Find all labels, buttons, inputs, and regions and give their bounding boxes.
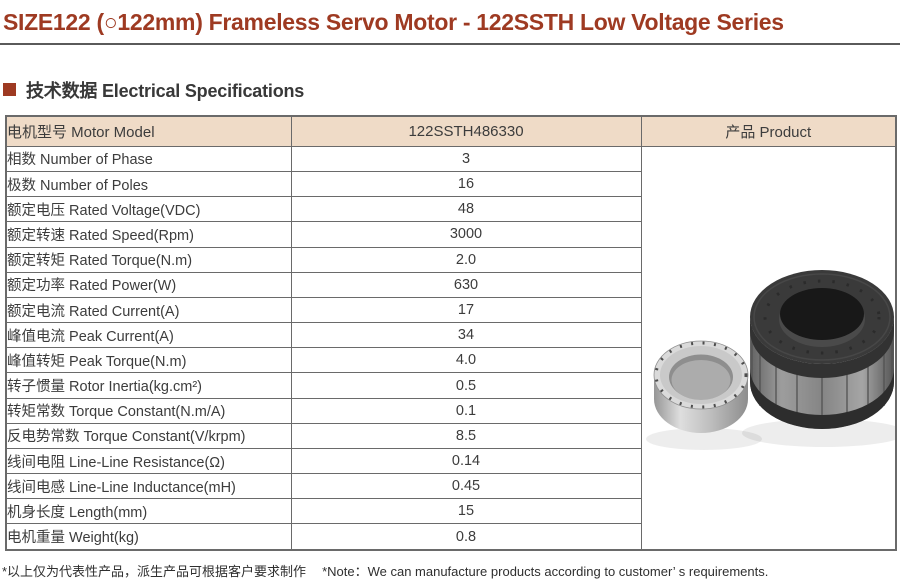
row-label-cell: 反电势常数 Torque Constant(V/krpm) bbox=[5, 422, 292, 449]
row-value-cell: 34 bbox=[290, 322, 642, 349]
row-value-cell: 630 bbox=[290, 271, 642, 298]
row-value-cell: 15 bbox=[290, 498, 642, 525]
table-row: 反电势常数 Torque Constant(V/krpm) 8.5 bbox=[5, 422, 896, 449]
row-value-cell: 2.0 bbox=[290, 246, 642, 273]
table-row: 额定转速 Rated Speed(Rpm) 3000 bbox=[5, 221, 896, 248]
table-row: 转子惯量 Rotor Inertia(kg.cm²) 0.5 bbox=[5, 372, 896, 399]
row-label-cell: 线间电阻 Line-Line Resistance(Ω) bbox=[5, 447, 292, 475]
row-value-cell: 0.45 bbox=[290, 473, 642, 500]
row-value-cell: 3000 bbox=[290, 221, 642, 248]
row-label-cell: 转矩常数 Torque Constant(N.m/A) bbox=[5, 397, 292, 424]
table-row: 额定功率 Rated Power(W) 630 bbox=[5, 271, 896, 298]
row-value-cell: 0.8 bbox=[290, 523, 642, 551]
section-header: 技术数据 Electrical Specifications bbox=[3, 77, 900, 103]
row-label-cell: 额定电压 Rated Voltage(VDC) bbox=[5, 196, 292, 223]
title-divider bbox=[0, 42, 900, 45]
row-label-cell: 相数 Number of Phase bbox=[5, 145, 292, 173]
footnote: *以上仅为代表性产品，派生产品可根据客户要求制作 *Note：We can ma… bbox=[2, 561, 900, 580]
row-value-cell: 3 bbox=[290, 145, 642, 173]
table-row: 峰值转矩 Peak Torque(N.m) 4.0 bbox=[5, 347, 896, 374]
table-row: 额定电压 Rated Voltage(VDC) 48 bbox=[5, 196, 896, 223]
table-row: 相数 Number of Phase 3 bbox=[5, 145, 897, 551]
row-value-cell: 0.1 bbox=[290, 397, 642, 424]
table-row: 额定电流 Rated Current(A) 17 bbox=[5, 296, 896, 324]
row-label-cell: 线间电感 Line-Line Inductance(mH) bbox=[5, 473, 292, 500]
row-label-cell: 额定功率 Rated Power(W) bbox=[5, 271, 292, 298]
row-value-cell: 48 bbox=[290, 196, 642, 223]
row-value-cell: 4.0 bbox=[290, 347, 642, 374]
header-motor-model: 电机型号 Motor Model bbox=[5, 115, 292, 147]
row-label-cell: 电机重量 Weight(kg) bbox=[5, 523, 292, 551]
row-value-cell: 8.5 bbox=[290, 422, 642, 449]
row-label-cell: 极数 Number of Poles bbox=[5, 171, 292, 198]
electrical-specs-table: 电机型号 Motor Model 122SSTH486330 产品 Produc… bbox=[5, 114, 897, 551]
row-value-cell: 16 bbox=[290, 171, 642, 198]
row-label-cell: 峰值转矩 Peak Torque(N.m) bbox=[5, 347, 292, 374]
table-row: 转矩常数 Torque Constant(N.m/A) 0.1 bbox=[5, 397, 896, 424]
stator-ring-image bbox=[749, 269, 894, 429]
table-header-row: 电机型号 Motor Model 122SSTH486330 产品 Produc… bbox=[5, 115, 897, 147]
row-value-cell: 0.14 bbox=[290, 447, 642, 475]
table-row: 电机重量 Weight(kg) 0.8 bbox=[5, 523, 896, 551]
row-label-cell: 额定转速 Rated Speed(Rpm) bbox=[5, 221, 292, 248]
table-row: 机身长度 Length(mm) 15 bbox=[5, 498, 896, 525]
rotor-ring-image bbox=[653, 340, 748, 433]
product-photo bbox=[645, 269, 895, 450]
row-label-cell: 转子惯量 Rotor Inertia(kg.cm²) bbox=[5, 372, 292, 399]
section-bullet-icon bbox=[3, 83, 16, 97]
row-label-cell: 峰值电流 Peak Current(A) bbox=[5, 322, 292, 349]
row-value-cell: 17 bbox=[290, 296, 642, 324]
product-photo-cell bbox=[640, 145, 897, 551]
footnote-english: *Note：We can manufacture products accord… bbox=[322, 563, 769, 579]
table-row: 极数 Number of Poles 16 bbox=[5, 171, 896, 198]
section-title: 技术数据 Electrical Specifications bbox=[26, 80, 305, 101]
header-model-number: 122SSTH486330 bbox=[290, 115, 642, 147]
header-product: 产品 Product bbox=[640, 115, 897, 147]
row-label-cell: 额定电流 Rated Current(A) bbox=[5, 296, 292, 324]
footnote-chinese: *以上仅为代表性产品，派生产品可根据客户要求制作 bbox=[2, 563, 307, 579]
row-label-cell: 额定转矩 Rated Torque(N.m) bbox=[5, 246, 292, 273]
row-value-cell: 0.5 bbox=[290, 372, 642, 399]
row-label-cell: 机身长度 Length(mm) bbox=[5, 498, 292, 525]
page-title: SIZE122 (○122mm) Frameless Servo Motor -… bbox=[3, 9, 784, 35]
